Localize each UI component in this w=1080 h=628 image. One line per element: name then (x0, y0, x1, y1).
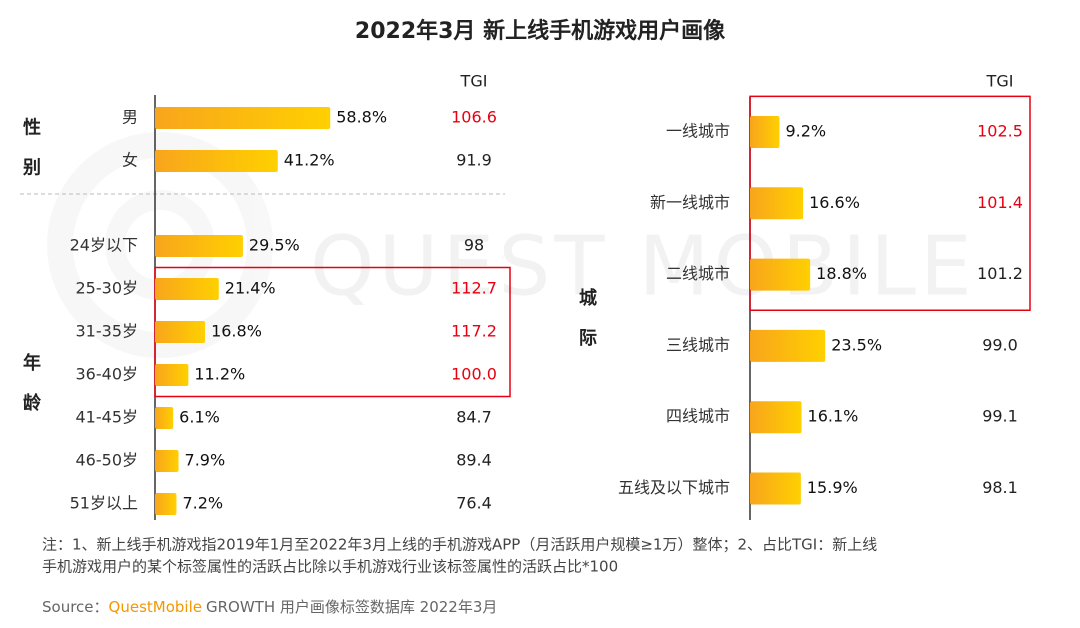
category-label: 31-35岁 (76, 322, 139, 341)
category-label: 一线城市 (666, 122, 730, 141)
category-label: 41-45岁 (76, 408, 139, 427)
value-label: 16.1% (808, 407, 859, 426)
tgi-value: 101.4 (977, 193, 1023, 212)
category-label: 24岁以下 (70, 236, 138, 255)
tgi-header: TGI (460, 72, 488, 91)
value-label: 7.9% (185, 451, 226, 470)
tgi-value: 112.7 (451, 279, 497, 298)
category-label: 新一线城市 (650, 193, 730, 212)
tgi-header: TGI (986, 72, 1014, 91)
tgi-value: 84.7 (456, 408, 492, 427)
tgi-value: 99.0 (982, 335, 1018, 354)
category-label: 五线及以下城市 (618, 478, 730, 497)
source-brand: QuestMobile (109, 598, 202, 616)
value-label: 41.2% (284, 151, 335, 170)
value-label: 11.2% (194, 365, 245, 384)
value-label: 15.9% (807, 478, 858, 497)
note: 手机游戏用户的某个标签属性的活跃占比除以手机游戏行业该标签属性的活跃占比*100 (42, 558, 618, 576)
category-label: 36-40岁 (76, 365, 139, 384)
bar (750, 116, 780, 148)
bar (750, 401, 802, 434)
note: 注：1、新上线手机游戏指2019年1月至2022年3月上线的手机游戏APP（月活… (42, 536, 877, 554)
category-label: 二线城市 (666, 264, 730, 283)
tgi-value: 99.1 (982, 407, 1018, 426)
bar (155, 493, 177, 515)
category-label: 25-30岁 (76, 279, 139, 298)
bar (155, 278, 219, 300)
category-label: 三线城市 (666, 335, 730, 354)
bar (155, 364, 189, 386)
bar (750, 472, 801, 505)
bar (155, 235, 243, 257)
tgi-value: 106.6 (451, 108, 497, 127)
value-label: 23.5% (831, 335, 882, 354)
tgi-value: 101.2 (977, 264, 1023, 283)
value-label: 18.8% (816, 264, 867, 283)
category-label: 46-50岁 (76, 451, 139, 470)
bar (750, 258, 811, 291)
category-label: 女 (122, 151, 138, 170)
category-label: 51岁以上 (70, 494, 138, 513)
tgi-value: 89.4 (456, 451, 492, 470)
chart-title: 2022年3月 新上线手机游戏用户画像 (355, 18, 726, 44)
source: Source：QuestMobile GROWTH 用户画像标签数据库 2022年… (42, 598, 497, 616)
value-label: 7.2% (182, 494, 223, 513)
group-label: 年龄 (20, 352, 41, 433)
bar (155, 107, 331, 129)
tgi-value: 98.1 (982, 478, 1018, 497)
value-label: 21.4% (225, 279, 276, 298)
source-prefix: Source： (42, 598, 109, 616)
category-label: 四线城市 (666, 407, 730, 426)
bar (155, 407, 174, 429)
tgi-value: 100.0 (451, 365, 497, 384)
bar (155, 450, 179, 472)
bar (155, 321, 206, 343)
bar (750, 329, 826, 362)
tgi-value: 102.5 (977, 122, 1023, 141)
value-label: 29.5% (249, 236, 300, 255)
value-label: 9.2% (785, 122, 826, 141)
group-label: 性别 (20, 116, 42, 197)
bar (750, 187, 804, 220)
tgi-value: 91.9 (456, 151, 492, 170)
group-label: 城际 (576, 287, 597, 368)
tgi-value: 117.2 (451, 322, 497, 341)
value-label: 6.1% (179, 408, 220, 427)
value-label: 58.8% (336, 108, 387, 127)
category-label: 男 (122, 108, 138, 127)
tgi-value: 76.4 (456, 494, 492, 513)
tgi-value: 98 (464, 236, 484, 255)
value-label: 16.6% (809, 193, 860, 212)
source-text: GROWTH 用户画像标签数据库 2022年3月 (206, 598, 497, 616)
value-label: 16.8% (211, 322, 262, 341)
bar (155, 150, 278, 172)
